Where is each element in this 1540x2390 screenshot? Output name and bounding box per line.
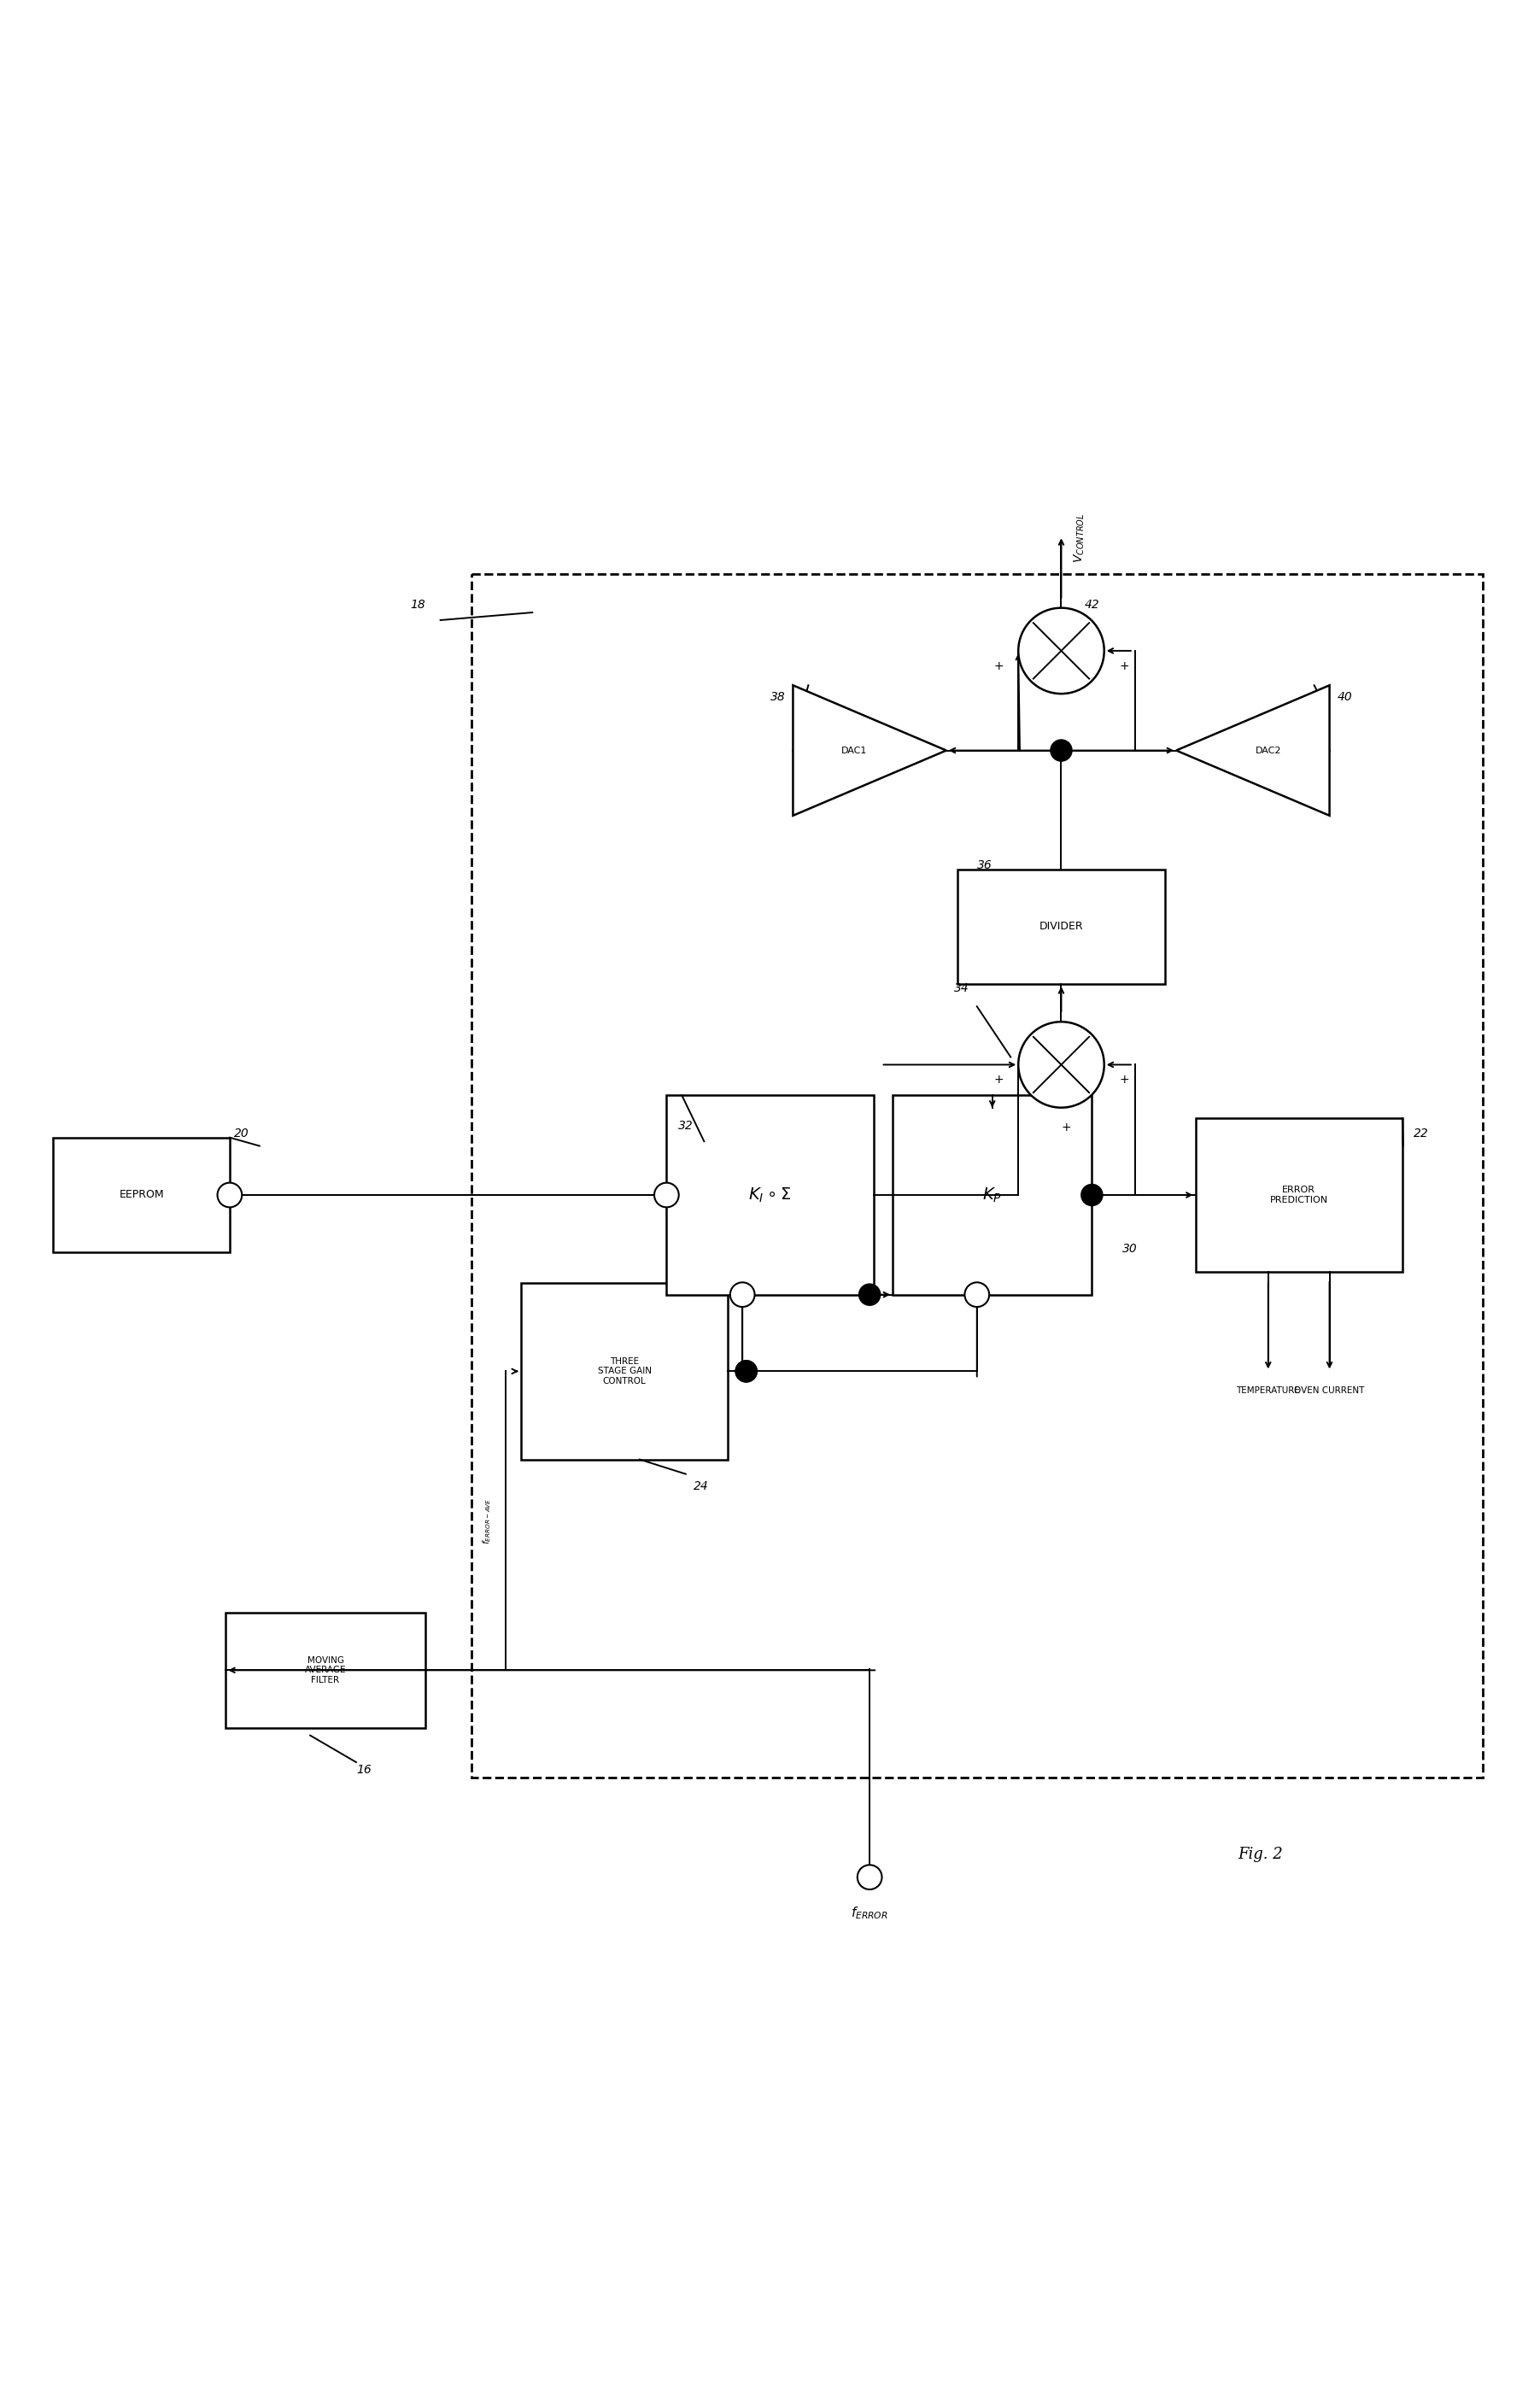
Text: $f_{ERROR-AVE}$: $f_{ERROR-AVE}$ [482,1499,493,1544]
Bar [471,574,1483,1778]
Text: MOVING
AVERAGE
FILTER: MOVING AVERAGE FILTER [305,1656,346,1685]
Text: 18: 18 [410,600,425,612]
Text: 36: 36 [976,860,992,872]
Text: 42: 42 [1084,600,1100,612]
Polygon shape [1177,686,1329,815]
Text: $K_I\circ\Sigma$: $K_I\circ\Sigma$ [748,1185,792,1205]
Circle shape [1018,1023,1104,1107]
Text: 20: 20 [234,1128,249,1140]
Text: +: + [993,660,1004,672]
Circle shape [654,1183,679,1207]
Polygon shape [793,686,946,815]
Text: +: + [993,1073,1004,1085]
Circle shape [858,1864,882,1890]
Text: 40: 40 [1337,691,1352,703]
Text: OVEN CURRENT: OVEN CURRENT [1294,1386,1364,1396]
Text: +: + [1120,660,1129,672]
Bar [667,1095,873,1295]
Circle shape [736,1360,758,1381]
Text: 30: 30 [1123,1243,1138,1255]
Text: 32: 32 [678,1121,693,1133]
Text: Fig. 2: Fig. 2 [1238,1847,1283,1862]
Circle shape [859,1283,881,1305]
Text: DAC1: DAC1 [841,746,867,755]
Circle shape [1018,607,1104,693]
Text: DAC2: DAC2 [1255,746,1281,755]
Circle shape [964,1283,989,1307]
Text: +: + [1120,1073,1129,1085]
Bar [1195,1119,1403,1271]
Text: 34: 34 [953,982,969,994]
Text: ERROR
PREDICTION: ERROR PREDICTION [1270,1185,1327,1205]
Text: THREE
STAGE GAIN
CONTROL: THREE STAGE GAIN CONTROL [598,1358,651,1386]
Text: 16: 16 [356,1764,371,1776]
Bar [958,870,1164,985]
Text: $V_{CONTROL}$: $V_{CONTROL}$ [1073,514,1087,562]
Text: $f_{ERROR}$: $f_{ERROR}$ [852,1905,889,1922]
Text: DIVIDER: DIVIDER [1040,920,1083,932]
Bar [226,1613,425,1728]
Circle shape [730,1283,755,1307]
Text: EEPROM: EEPROM [119,1190,163,1200]
Text: 22: 22 [1414,1128,1429,1140]
Circle shape [1081,1185,1103,1205]
Bar [521,1283,728,1460]
Text: TEMPERATURE: TEMPERATURE [1237,1386,1300,1396]
Text: 38: 38 [770,691,785,703]
Text: +: + [1061,1121,1070,1133]
Text: $K_P$: $K_P$ [983,1185,1003,1205]
Bar [893,1095,1092,1295]
Circle shape [1050,741,1072,760]
Circle shape [736,1360,758,1381]
Bar [54,1138,229,1252]
Circle shape [217,1183,242,1207]
Text: 24: 24 [693,1479,708,1491]
